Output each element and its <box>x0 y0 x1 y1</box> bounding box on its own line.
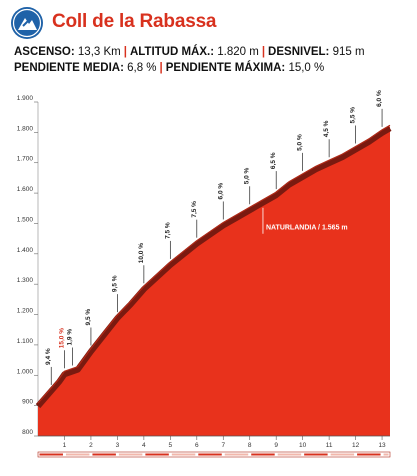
y-tick-label: 1.900 <box>17 95 34 102</box>
profile-road-highlight <box>37 124 391 404</box>
y-tick-label: 800 <box>22 429 33 436</box>
km-bar-segment <box>171 453 196 456</box>
stat-label-altitud: ALTITUD MÁX.: <box>129 46 215 58</box>
x-tick-label: 12 <box>352 442 360 449</box>
x-tick-label: 4 <box>142 442 146 449</box>
x-tick-label: 8 <box>248 442 252 449</box>
mountain-pass-icon <box>11 7 43 39</box>
y-tick-label: 1.100 <box>17 338 34 345</box>
gradient-label: 5,0 % <box>297 134 304 151</box>
y-tick-label: 900 <box>22 399 33 406</box>
km-bar-segment <box>145 453 169 456</box>
page-title: Coll de la Rabassa <box>52 11 217 32</box>
km-bar-segment <box>92 453 116 456</box>
x-tick-label: 11 <box>326 442 333 449</box>
stat-label-desnivel: DESNIVEL: <box>268 46 330 58</box>
stat-value-pendiente-media: 6,8 % <box>127 62 157 74</box>
y-tick-label: 1.000 <box>17 368 34 375</box>
x-tick-label: 7 <box>221 442 225 449</box>
km-bar-segment <box>330 453 355 456</box>
stat-value-altitud: 1.820 m <box>217 46 259 58</box>
x-tick-label: 13 <box>378 442 386 449</box>
stat-label-ascenso: ASCENSO: <box>14 46 75 58</box>
x-tick-label: 5 <box>169 442 173 449</box>
x-tick-label: 1 <box>63 442 67 449</box>
km-bar-segment <box>118 453 143 456</box>
gradient-label: 6,0 % <box>217 183 224 200</box>
y-tick-label: 1.200 <box>17 308 34 315</box>
km-bar-segment <box>224 453 249 456</box>
x-tick-label: 2 <box>89 442 93 449</box>
x-tick-label: 6 <box>195 442 199 449</box>
km-bar-segment <box>65 453 90 456</box>
km-bar-segment <box>39 453 63 456</box>
km-bar-segment <box>357 453 381 456</box>
stat-value-ascenso: 13,3 Km <box>77 46 121 58</box>
gradient-label: 9,5 % <box>111 275 118 292</box>
gradient-label: 7,5 % <box>164 222 171 239</box>
gradient-label: 9,4 % <box>45 348 52 365</box>
gradient-label: 5,5 % <box>350 107 357 124</box>
stat-label-pendiente-media: PENDIENTE MEDIA: <box>14 62 124 74</box>
y-tick-label: 1.300 <box>17 277 34 284</box>
annotation-naturlandia: NATURLANDIA / 1.565 m <box>266 225 348 232</box>
stat-value-desnivel: 915 m <box>332 46 365 58</box>
gradient-label: 5,0 % <box>244 167 251 184</box>
km-bar-segment <box>198 453 222 456</box>
km-bar-segment <box>251 453 275 456</box>
km-bar-segment <box>383 453 389 456</box>
header: Coll de la Rabassa ASCENSO: 13,3 Km | ALTI… <box>0 0 417 80</box>
profile-road <box>35 125 392 409</box>
stats-row-1: ASCENSO: 13,3 Km | ALTITUD MÁX.: 1.820 m | D… <box>14 46 365 58</box>
x-tick-label: 9 <box>274 442 278 449</box>
y-tick-label: 1.400 <box>17 247 34 254</box>
gradient-label: 10,0 % <box>138 243 145 263</box>
stats-row-2: PENDIENTE MEDIA: 6,8 % | PENDIENTE MÁXIMA:… <box>14 62 325 74</box>
gradient-label: 6,5 % <box>270 152 277 169</box>
elevation-profile-chart: 800 900 1.000 1.100 1.200 1.300 1.400 1.500 1.60… <box>17 90 392 458</box>
x-tick-label: 10 <box>299 442 307 449</box>
profile-area <box>38 126 390 437</box>
gradient-label: 6,0 % <box>376 90 383 107</box>
gradient-label: 1,9 % <box>66 329 73 346</box>
stat-label-pendiente-maxima: PENDIENTE MÁXIMA: <box>165 62 286 74</box>
stat-value-pendiente-maxima: 15,0 % <box>288 62 325 74</box>
km-bar-segment <box>277 453 302 456</box>
y-tick-label: 1.700 <box>17 156 34 163</box>
x-tick-label: 3 <box>116 442 120 449</box>
gradient-label: 9,5 % <box>85 309 92 326</box>
y-tick-label: 1.800 <box>17 125 34 132</box>
gradient-label: 4,5 % <box>323 120 330 137</box>
km-bar-segment <box>304 453 328 456</box>
gradient-label: 7,5 % <box>191 201 198 218</box>
gradient-label: 15,0 % <box>58 328 65 348</box>
y-tick-label: 1.600 <box>17 186 34 193</box>
y-tick-label: 1.500 <box>17 216 34 223</box>
